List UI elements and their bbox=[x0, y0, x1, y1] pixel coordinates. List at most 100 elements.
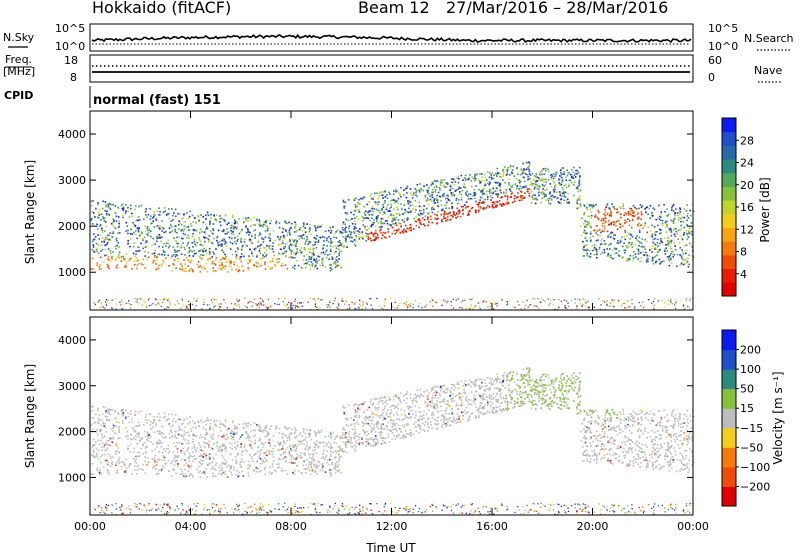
power-echo-point bbox=[432, 183, 434, 185]
power-echo-point bbox=[622, 205, 625, 207]
velocity-echo-point bbox=[203, 453, 206, 455]
velocity-echo-point bbox=[374, 430, 377, 433]
power-echo-point bbox=[565, 179, 568, 182]
velocity-echo-point bbox=[206, 419, 209, 421]
power-echo-point bbox=[550, 195, 553, 198]
power-echo-point bbox=[589, 252, 592, 255]
power-echo-point bbox=[484, 179, 486, 182]
power-echo-point bbox=[357, 198, 359, 201]
velocity-echo-point bbox=[680, 460, 683, 463]
power-echo-point bbox=[500, 176, 503, 179]
velocity-echo-point bbox=[510, 398, 513, 401]
power-echo-point bbox=[144, 267, 147, 269]
power-echo-point bbox=[208, 253, 211, 256]
power-echo-point bbox=[686, 204, 688, 206]
power-echo-point bbox=[680, 255, 683, 258]
power-echo-point bbox=[677, 214, 679, 217]
power-echo-point bbox=[158, 207, 160, 209]
power-echo-point bbox=[290, 253, 293, 255]
power-echo-point bbox=[169, 231, 171, 234]
power-echo-point bbox=[543, 173, 546, 176]
power-echo-point bbox=[660, 238, 662, 240]
velocity-echo-point bbox=[521, 403, 524, 405]
power-echo-point bbox=[173, 249, 176, 251]
power-echo-point bbox=[403, 218, 406, 221]
station-title: Hokkaido (fitACF) bbox=[92, 0, 231, 17]
power-clutter-point bbox=[640, 305, 642, 307]
power-clutter-point bbox=[105, 298, 108, 301]
power-clutter-point bbox=[145, 306, 148, 308]
power-clutter-point bbox=[417, 305, 420, 308]
velocity-echo-point bbox=[222, 434, 225, 437]
power-echo-point bbox=[440, 204, 443, 207]
power-echo-point bbox=[330, 231, 332, 234]
power-echo-point bbox=[377, 209, 380, 212]
velocity-echo-point bbox=[161, 435, 163, 438]
velocity-echo-point bbox=[481, 381, 483, 384]
power-echo-point bbox=[615, 247, 618, 250]
power-echo-point bbox=[659, 242, 661, 245]
power-echo-point bbox=[97, 202, 99, 204]
velocity-echo-point bbox=[444, 391, 446, 394]
velocity-echo-point bbox=[495, 378, 497, 381]
velocity-echo-point bbox=[131, 420, 133, 423]
velocity-echo-point bbox=[377, 439, 379, 442]
power-clutter-point bbox=[574, 298, 576, 300]
power-echo-point bbox=[328, 253, 331, 256]
power-echo-point bbox=[536, 176, 539, 178]
power-echo-point bbox=[171, 226, 173, 228]
velocity-echo-point bbox=[318, 431, 321, 434]
power-clutter-point bbox=[683, 308, 685, 310]
power-echo-point bbox=[669, 227, 672, 230]
velocity-echo-point bbox=[423, 430, 426, 432]
power-echo-point bbox=[374, 239, 376, 241]
power-echo-point bbox=[455, 217, 457, 219]
power-clutter-point bbox=[489, 302, 492, 305]
power-clutter-point bbox=[548, 304, 550, 306]
power-echo-point bbox=[663, 249, 666, 252]
power-clutter-point bbox=[177, 303, 180, 305]
power-echo-point bbox=[382, 213, 384, 216]
power-clutter-point bbox=[295, 305, 298, 307]
power-echo-point bbox=[96, 264, 98, 266]
power-echo-point bbox=[592, 235, 594, 238]
power-echo-point bbox=[229, 248, 232, 251]
power-clutter-point bbox=[409, 302, 412, 305]
power-clutter-point bbox=[355, 301, 357, 303]
power-clutter-point bbox=[435, 301, 437, 304]
power-clutter-point bbox=[369, 297, 371, 300]
velocity-echo-point bbox=[503, 409, 506, 411]
velocity-echo-point bbox=[125, 427, 128, 429]
power-echo-point bbox=[199, 240, 202, 243]
power-echo-point bbox=[414, 187, 416, 190]
power-echo-point bbox=[683, 216, 686, 219]
power-echo-point bbox=[383, 191, 386, 193]
power-echo-point bbox=[400, 225, 403, 228]
power-echo-point bbox=[178, 213, 181, 215]
power-echo-point bbox=[316, 234, 318, 237]
velocity-echo-point bbox=[631, 420, 634, 423]
power-echo-point bbox=[173, 259, 176, 261]
velocity-echo-point bbox=[210, 435, 212, 437]
power-clutter-point bbox=[195, 300, 198, 303]
power-echo-point bbox=[440, 213, 443, 216]
velocity-echo-point bbox=[637, 445, 640, 448]
nsky-right-tick-bottom: 10^0 bbox=[708, 40, 738, 53]
power-echo-point bbox=[482, 208, 484, 210]
power-echo-point bbox=[205, 227, 208, 229]
velocity-echo-point bbox=[191, 441, 194, 443]
power-echo-point bbox=[165, 242, 168, 245]
power-echo-point bbox=[171, 255, 173, 257]
power-echo-point bbox=[563, 195, 566, 198]
power-echo-point bbox=[174, 251, 176, 253]
power-echo-point bbox=[439, 180, 442, 182]
power-clutter-point bbox=[674, 302, 677, 304]
velocity-echo-point bbox=[377, 427, 380, 430]
power-echo-point bbox=[390, 206, 392, 208]
power-echo-point bbox=[156, 210, 158, 213]
power-echo-point bbox=[667, 213, 670, 216]
power-echo-point bbox=[208, 248, 211, 250]
velocity-echo-point bbox=[407, 408, 410, 410]
power-echo-point bbox=[533, 175, 536, 177]
power-echo-point bbox=[624, 249, 627, 252]
